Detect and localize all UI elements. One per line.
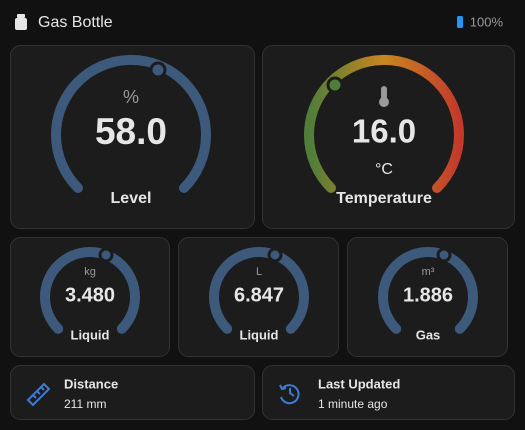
card (262, 365, 515, 420)
gauge-unit: °C (375, 161, 393, 178)
gauge-knob (436, 247, 452, 263)
gauge-unit: m³ (422, 266, 435, 278)
gauge-unit: L (256, 266, 262, 278)
gauge-label: Temperature (336, 190, 432, 207)
gauge-value: 1.886 (403, 284, 453, 306)
gauge-unit: kg (84, 266, 96, 278)
header-title: Gas Bottle (38, 14, 113, 31)
gauge-label: Gas (416, 327, 441, 342)
battery-icon (457, 16, 463, 28)
gauge-label: Level (111, 190, 152, 207)
gauge-knob (98, 247, 114, 263)
gauge-value: 3.480 (65, 284, 115, 306)
gauge-arc (40, 247, 140, 334)
clock-icon (279, 384, 300, 405)
gauge-label: Liquid (71, 327, 110, 342)
gauge-label: Liquid (240, 327, 279, 342)
gauge-arc (304, 55, 464, 193)
thermometer-icon (379, 86, 389, 107)
gauge-value: 6.847 (234, 284, 284, 306)
gauge-knob (267, 247, 283, 263)
card (10, 365, 255, 420)
battery-level: 100% (470, 14, 504, 29)
tile-value: 1 minute ago (318, 397, 388, 411)
ruler-icon (26, 382, 51, 407)
gauge-knob (149, 61, 167, 79)
tile-title: Distance (64, 376, 118, 391)
gauge-knob (326, 76, 344, 94)
bottle-icon (15, 14, 27, 30)
tile-title: Last Updated (318, 376, 400, 391)
tile-value: 211 mm (64, 397, 106, 411)
gauge-value: 58.0 (95, 111, 167, 152)
gauge-arc (51, 55, 211, 193)
gauge-arc (378, 247, 478, 334)
gauge-value: 16.0 (352, 113, 416, 150)
gauge-unit: % (123, 87, 139, 107)
gauge-arc (209, 247, 309, 334)
